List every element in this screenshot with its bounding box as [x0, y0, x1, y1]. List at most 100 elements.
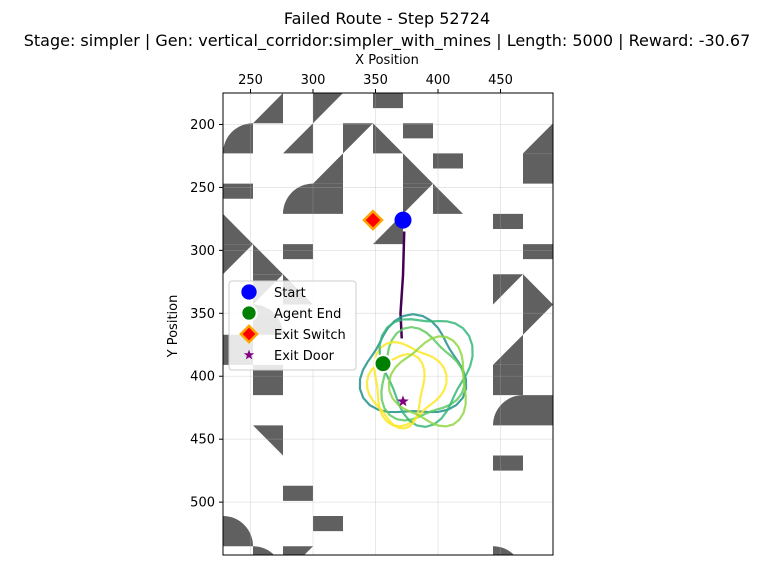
wall-tile	[583, 214, 613, 244]
legend-agent-end-swatch	[240, 304, 258, 322]
trajectory-loop	[358, 313, 468, 414]
wall-tile	[313, 153, 343, 184]
wall-tile	[313, 93, 343, 124]
x-tick-label: 350	[363, 73, 388, 88]
wall-tile	[403, 123, 433, 139]
y-axis-label: Y Position	[166, 295, 181, 359]
y-tick-label: 500	[190, 496, 215, 511]
wall-tile	[223, 244, 253, 275]
x-ticks: 250 300 350 400 450	[238, 73, 513, 93]
plot-frame	[222, 92, 554, 556]
x-tick-label: 450	[488, 73, 513, 88]
wall-tile	[283, 485, 313, 501]
wall-tile	[283, 183, 313, 214]
wall-tiles	[223, 93, 613, 565]
wall-tile	[493, 395, 523, 426]
wall-tile	[523, 274, 553, 305]
wall-tile	[583, 546, 613, 561]
wall-tile	[343, 123, 373, 154]
legend-label: Start	[274, 286, 306, 301]
wall-tile	[553, 546, 583, 565]
exit-door-marker	[397, 395, 409, 407]
wall-tile	[283, 123, 313, 154]
legend: Start Agent End Exit Switch Exit Door	[228, 280, 357, 371]
wall-tile	[583, 304, 613, 319]
wall-tile	[493, 455, 523, 471]
wall-tile	[493, 364, 523, 396]
wall-tile	[553, 304, 583, 334]
x-axis-label: X Position	[355, 53, 419, 68]
exit-switch-marker	[362, 209, 384, 231]
wall-tile	[553, 274, 583, 289]
y-ticks: 200 250 300 350 400 450 500	[190, 118, 223, 511]
wall-tile	[253, 244, 283, 275]
wall-tile	[223, 183, 253, 199]
wall-tile	[253, 364, 283, 396]
markers	[362, 209, 412, 407]
wall-tile	[583, 365, 613, 395]
legend-exit-door-swatch	[243, 349, 255, 360]
wall-tile	[553, 516, 583, 531]
wall-tile	[433, 183, 463, 214]
legend-label: Exit Door	[274, 349, 335, 364]
wall-tile	[553, 365, 583, 395]
y-tick-label: 300	[190, 244, 215, 259]
wall-tile	[493, 274, 523, 305]
legend-label: Exit Switch	[274, 328, 346, 343]
agent-end-marker	[373, 354, 393, 374]
wall-tile	[283, 546, 313, 555]
y-tick-label: 250	[190, 181, 215, 196]
wall-tile	[373, 123, 403, 154]
wall-tile	[553, 93, 583, 123]
wall-tile	[403, 153, 433, 184]
wall-tile	[283, 244, 313, 260]
wall-tile	[403, 183, 433, 214]
wall-tile	[583, 425, 613, 455]
x-tick-label: 300	[301, 73, 326, 88]
y-tick-label: 200	[190, 118, 215, 133]
wall-tile	[523, 304, 553, 335]
trajectory-loop	[380, 325, 466, 422]
wall-tile	[493, 546, 515, 555]
y-tick-label: 400	[190, 370, 215, 385]
wall-tile	[313, 515, 343, 532]
x-tick-label: 400	[426, 73, 451, 88]
x-tick-label: 250	[238, 73, 263, 88]
y-tick-label: 350	[190, 307, 215, 322]
wall-tile	[223, 213, 253, 245]
wall-tile	[523, 153, 553, 184]
legend-label: Agent End	[274, 307, 341, 322]
wall-tile	[553, 456, 583, 486]
wall-tile	[223, 515, 253, 547]
wall-tile	[523, 123, 553, 154]
wall-tile	[553, 214, 583, 244]
wall-tile	[253, 425, 283, 456]
wall-tile	[493, 334, 523, 365]
wall-tile	[313, 183, 343, 214]
wall-tile	[433, 153, 463, 169]
trajectory-loop	[387, 335, 467, 428]
trajectory-loop	[365, 352, 426, 430]
wall-tile	[523, 395, 553, 426]
agent-trajectory	[358, 231, 474, 430]
wall-tile	[553, 244, 583, 274]
start-marker	[394, 211, 412, 229]
chart-subtitle: Stage: simpler | Gen: vertical_corridor:…	[24, 31, 751, 51]
trajectory-path	[399, 231, 406, 339]
trajectory-loop	[373, 340, 448, 428]
legend-start-swatch	[241, 284, 257, 300]
legend-frame	[228, 280, 357, 371]
wall-tile	[253, 93, 283, 124]
legend-exit-switch-swatch	[239, 324, 259, 344]
chart-title: Failed Route - Step 52724	[284, 9, 490, 28]
wall-tile	[253, 546, 275, 555]
wall-tile	[553, 184, 583, 214]
wall-tile	[373, 93, 403, 109]
wall-tile	[553, 395, 583, 425]
y-tick-label: 450	[190, 433, 215, 448]
wall-tile	[493, 213, 523, 229]
wall-tile	[523, 244, 553, 260]
wall-tile	[553, 425, 583, 455]
wall-tile	[223, 123, 253, 154]
